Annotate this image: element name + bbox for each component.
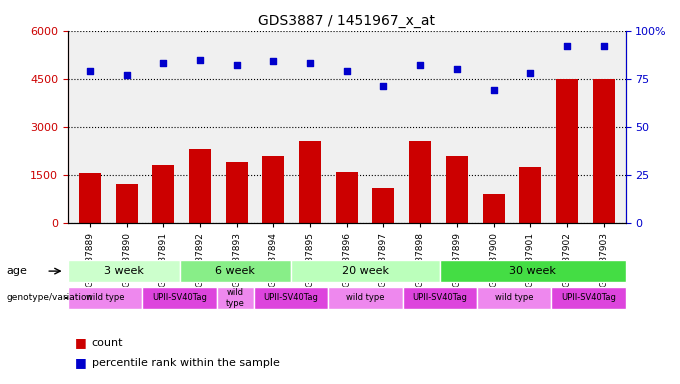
- Text: wild type: wild type: [346, 293, 385, 303]
- Point: [194, 56, 205, 63]
- Text: count: count: [92, 338, 123, 348]
- Text: 30 week: 30 week: [509, 266, 556, 276]
- Bar: [373, 187, 394, 223]
- Bar: [336, 172, 358, 223]
- Bar: [520, 167, 541, 223]
- Text: UPII-SV40Tag: UPII-SV40Tag: [152, 293, 207, 303]
- Bar: [592, 79, 615, 223]
- Text: UPII-SV40Tag: UPII-SV40Tag: [561, 293, 616, 303]
- Point: [84, 68, 95, 74]
- Text: wild
type: wild type: [226, 288, 245, 308]
- Point: [158, 60, 169, 66]
- Point: [341, 68, 352, 74]
- Bar: [116, 184, 137, 223]
- Bar: [483, 194, 505, 223]
- Text: UPII-SV40Tag: UPII-SV40Tag: [264, 293, 318, 303]
- Title: GDS3887 / 1451967_x_at: GDS3887 / 1451967_x_at: [258, 14, 435, 28]
- Text: 6 week: 6 week: [216, 266, 255, 276]
- Text: wild type: wild type: [495, 293, 533, 303]
- Bar: [226, 162, 248, 223]
- Text: age: age: [7, 266, 28, 276]
- Point: [488, 87, 499, 93]
- Bar: [152, 165, 174, 223]
- Text: ■: ■: [75, 356, 86, 369]
- Text: 20 week: 20 week: [342, 266, 389, 276]
- Point: [378, 83, 389, 89]
- Point: [305, 60, 316, 66]
- Point: [415, 62, 426, 68]
- Text: wild type: wild type: [86, 293, 124, 303]
- Bar: [409, 141, 431, 223]
- Bar: [556, 79, 578, 223]
- Text: 3 week: 3 week: [104, 266, 143, 276]
- Text: ■: ■: [75, 336, 86, 349]
- Bar: [189, 149, 211, 223]
- Point: [562, 43, 573, 49]
- Bar: [299, 141, 321, 223]
- Bar: [262, 156, 284, 223]
- Point: [231, 62, 242, 68]
- Point: [121, 72, 132, 78]
- Point: [598, 43, 609, 49]
- Point: [525, 70, 536, 76]
- Point: [268, 58, 279, 65]
- Bar: [446, 156, 468, 223]
- Text: genotype/variation: genotype/variation: [7, 293, 93, 303]
- Point: [452, 66, 462, 72]
- Text: percentile rank within the sample: percentile rank within the sample: [92, 358, 279, 368]
- Bar: [79, 173, 101, 223]
- Text: UPII-SV40Tag: UPII-SV40Tag: [412, 293, 467, 303]
